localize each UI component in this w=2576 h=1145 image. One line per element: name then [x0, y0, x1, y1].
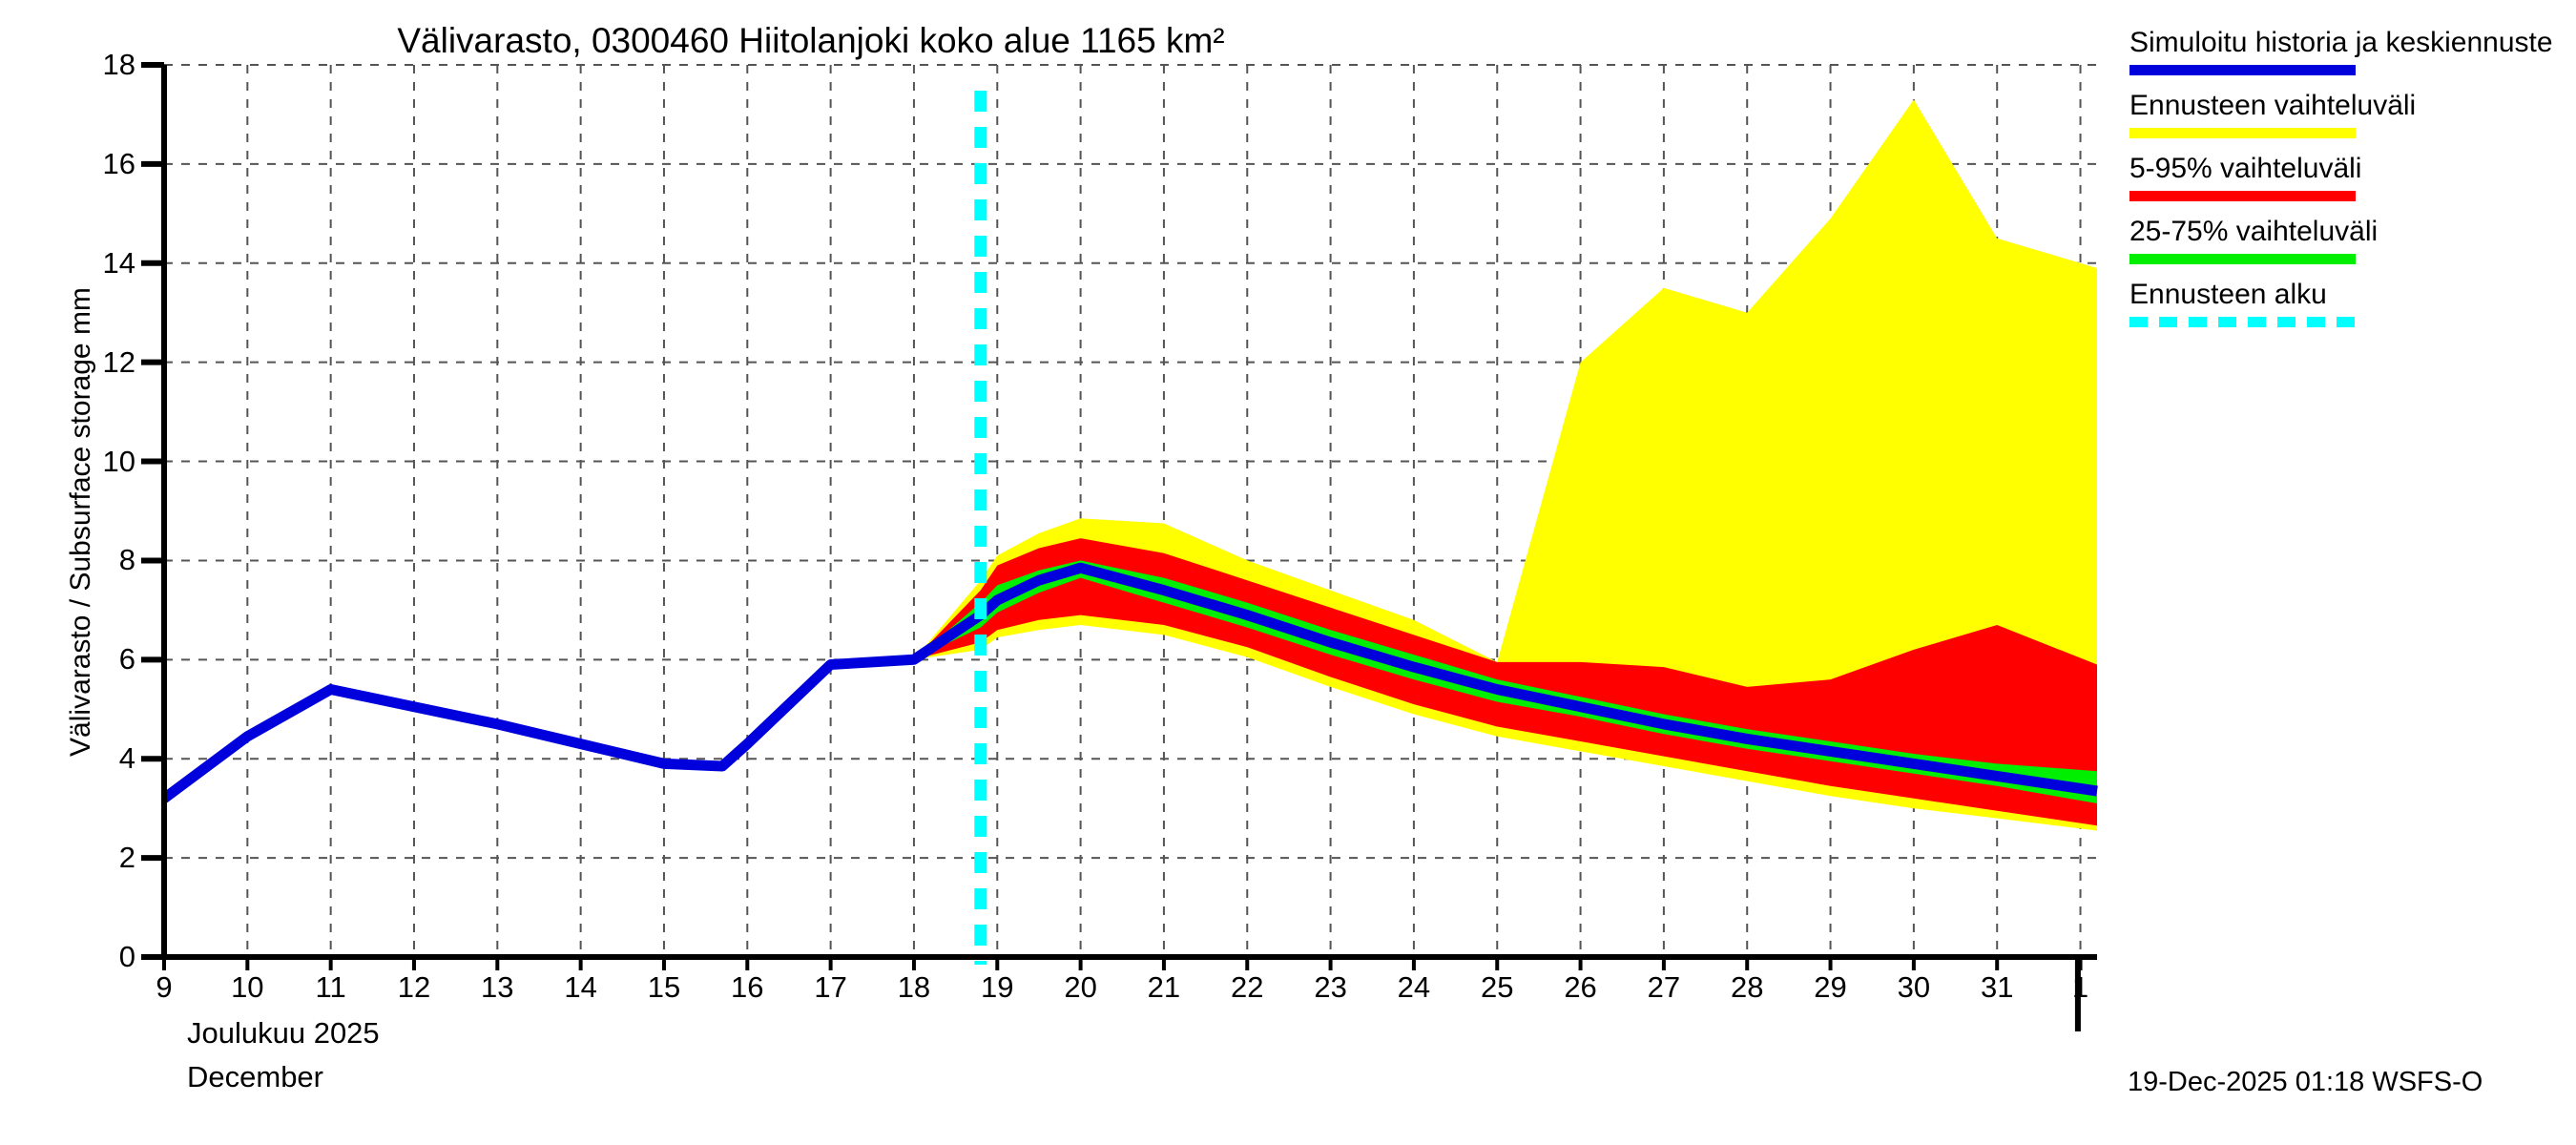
y-axis-tick-label: 8 [118, 543, 135, 577]
y-axis-tick-label: 0 [118, 940, 135, 973]
x-axis-tick-label: 29 [1814, 970, 1847, 1004]
x-axis-month-label-fi: Joulukuu 2025 [187, 1016, 380, 1050]
y-axis-tick-label: 16 [102, 146, 135, 180]
x-axis-tick-label: 12 [397, 970, 431, 1004]
y-axis-tick-label: 4 [118, 741, 135, 776]
x-axis-tick-label: 19 [981, 970, 1014, 1004]
legend-item-label: Ennusteen alku [2129, 279, 2327, 310]
x-axis-tick-label: 27 [1647, 970, 1681, 1004]
y-axis-tick-label: 10 [102, 444, 135, 478]
legend-item: Ennusteen vaihteluväli [2129, 88, 2576, 138]
legend-item-swatch [2129, 65, 2356, 75]
x-axis-tick-label: 24 [1397, 970, 1431, 1004]
x-axis-tick-label: 22 [1231, 970, 1264, 1004]
legend-item: Simuloitu historia ja keskiennuste [2129, 25, 2576, 75]
x-axis-tick-label: 13 [481, 970, 514, 1004]
y-axis-tick-label: 2 [118, 841, 135, 875]
chart-title: Välivarasto, 0300460 Hiitolanjoki koko a… [397, 21, 1225, 60]
legend-item: Ennusteen alku [2129, 277, 2576, 327]
legend-item-swatch [2129, 254, 2356, 264]
y-axis-tick-label: 6 [118, 642, 135, 677]
y-axis-tick-label: 12 [102, 344, 135, 379]
y-axis-tick-label: 18 [102, 48, 135, 81]
band-forecast-range [913, 99, 2097, 831]
x-axis-tick-label: 14 [564, 970, 597, 1004]
legend-item-swatch [2129, 191, 2356, 201]
x-axis-tick-label: 9 [156, 970, 173, 1004]
history-mean-line [160, 562, 2098, 803]
x-axis-tick-label: 26 [1564, 970, 1597, 1004]
x-axis-tick-label: 31 [1980, 970, 2014, 1004]
x-axis-tick-label: 21 [1147, 970, 1181, 1004]
legend-item-label: Ennusteen vaihteluväli [2129, 90, 2417, 121]
legend-item-label: 5-95% vaihteluväli [2129, 153, 2362, 184]
x-axis-tick-label: 15 [647, 970, 681, 1004]
x-axis-tick-label: 20 [1064, 970, 1097, 1004]
x-axis-tick-label: 16 [731, 970, 764, 1004]
legend-item-label: 25-75% vaihteluväli [2129, 216, 2379, 247]
x-axis-tick-label: 23 [1314, 970, 1347, 1004]
legend-item-label: Simuloitu historia ja keskiennuste [2129, 27, 2553, 58]
x-axis-tick-label: 11 [315, 970, 346, 1004]
x-axis-tick-label: 25 [1480, 970, 1514, 1004]
x-axis-month-label-en: December [187, 1060, 323, 1093]
x-axis-tick-label: 17 [814, 970, 847, 1004]
x-axis-tick-label: 30 [1897, 970, 1931, 1004]
chart-legend: Simuloitu historia ja keskiennuste Ennust… [2129, 25, 2576, 340]
legend-item-swatch [2129, 128, 2356, 138]
x-axis-tick-label: 18 [897, 970, 931, 1004]
legend-item: 25-75% vaihteluväli [2129, 214, 2576, 264]
x-axis-tick-label: 1 [2071, 970, 2089, 1004]
legend-item: 5-95% vaihteluväli [2129, 151, 2576, 201]
y-axis-tick-label: 14 [102, 245, 135, 280]
x-axis-tick-label: 28 [1730, 970, 1764, 1004]
legend-item-swatch [2129, 317, 2356, 327]
x-axis-tick-label: 10 [231, 970, 264, 1004]
footer-timestamp: 19-Dec-2025 01:18 WSFS-O [2128, 1067, 2483, 1097]
